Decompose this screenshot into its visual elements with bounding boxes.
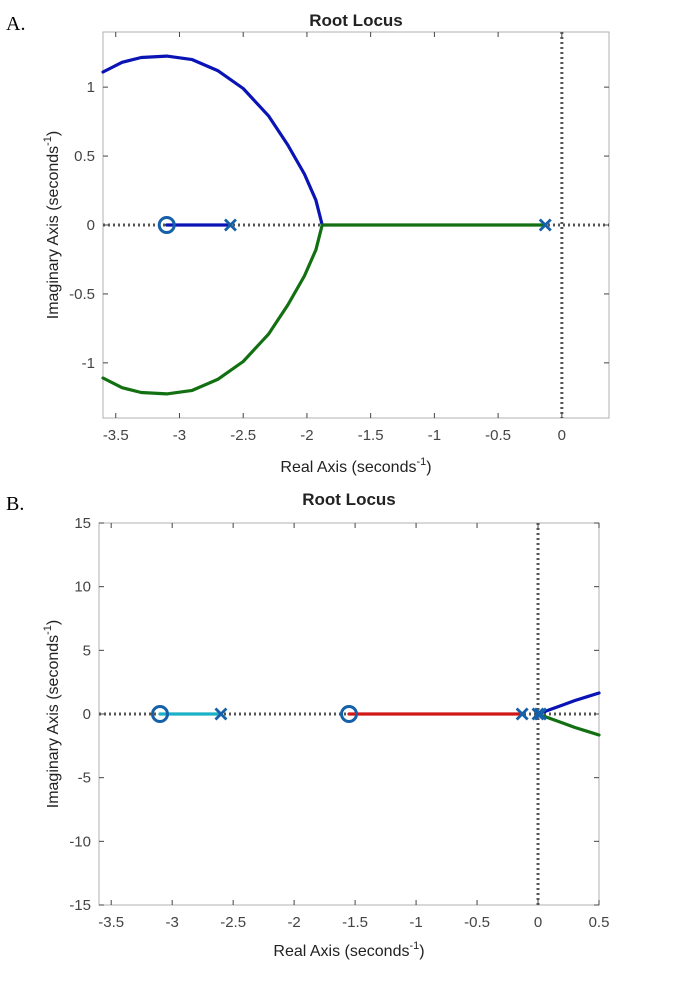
y-tick-label: -1 bbox=[82, 355, 95, 372]
x-tick-label: -0.5 bbox=[485, 427, 511, 444]
x-axis-label: Real Axis (seconds-1) bbox=[273, 940, 424, 960]
zero-marker bbox=[150, 705, 169, 723]
pole-marker bbox=[214, 707, 228, 721]
pole-stroke bbox=[533, 707, 547, 721]
x-tick-label: -2 bbox=[300, 427, 313, 444]
x-tick-label: 0 bbox=[534, 914, 542, 931]
zero-marker bbox=[340, 705, 358, 723]
x-tick-label: -2.5 bbox=[230, 427, 256, 444]
x-tick-label: -3 bbox=[165, 914, 178, 931]
pole-marker bbox=[531, 707, 545, 721]
y-tick-label: -0.5 bbox=[69, 286, 95, 303]
pole-marker bbox=[515, 707, 529, 721]
chart-title: Root Locus bbox=[302, 490, 396, 509]
y-tick-label: -15 bbox=[69, 897, 91, 914]
y-tick-label: 15 bbox=[74, 515, 91, 532]
root-locus-panel-a: A. Root Locus -3.5 -3 -2.5 -2 -1.5 -1 -0.5 0 -1 -0.… bbox=[6, 11, 610, 476]
y-axis-label: Imaginary Axis (seconds-1) bbox=[42, 620, 62, 809]
x-tick-label: 0 bbox=[558, 427, 566, 444]
y-axis-label: Imaginary Axis (seconds-1) bbox=[42, 131, 62, 320]
x-tick-label: -2 bbox=[287, 914, 300, 931]
pole-stroke bbox=[538, 218, 552, 232]
locus-branch bbox=[536, 712, 601, 737]
y-tick-label: -5 bbox=[78, 770, 91, 787]
pole-stroke bbox=[531, 707, 545, 721]
x-tick-label: -3.5 bbox=[103, 427, 129, 444]
x-tick-label: -1 bbox=[409, 914, 422, 931]
x-tick-label: 0.5 bbox=[589, 914, 610, 931]
y-tick-label: -10 bbox=[69, 833, 91, 850]
pole-stroke bbox=[214, 707, 228, 721]
y-tick-label: 0 bbox=[83, 706, 91, 723]
root-locus-panel-b: B. Root Locus -3.5 -3 -2.5 -2 -1.5 -1 -0.5 0 0.5 -1… bbox=[6, 490, 609, 960]
pole-marker bbox=[538, 218, 552, 232]
y-tick-label: 1 bbox=[87, 79, 95, 96]
locus-branch bbox=[101, 54, 324, 227]
y-tick-label: 5 bbox=[83, 642, 91, 659]
pole-marker bbox=[223, 218, 237, 232]
zero-marker bbox=[157, 216, 176, 234]
chart-title: Root Locus bbox=[309, 11, 403, 30]
locus-branch bbox=[536, 691, 601, 716]
y-tick-label: 0.5 bbox=[74, 148, 95, 165]
x-tick-label: -1.5 bbox=[342, 914, 368, 931]
locus-branch bbox=[101, 223, 324, 396]
y-tick-label: 0 bbox=[87, 217, 95, 234]
pole-marker bbox=[533, 707, 547, 721]
pole-stroke bbox=[515, 707, 529, 721]
x-tick-label: -0.5 bbox=[464, 914, 490, 931]
x-axis-label: Real Axis (seconds-1) bbox=[280, 456, 431, 476]
x-tick-label: -3 bbox=[173, 427, 186, 444]
y-tick-label: 10 bbox=[74, 579, 91, 596]
x-tick-label: -1 bbox=[428, 427, 441, 444]
x-tick-label: -3.5 bbox=[98, 914, 124, 931]
pole-stroke bbox=[223, 218, 237, 232]
panel-label: A. bbox=[6, 13, 25, 35]
x-tick-label: -1.5 bbox=[358, 427, 384, 444]
x-tick-label: -2.5 bbox=[220, 914, 246, 931]
panel-label: B. bbox=[6, 493, 24, 515]
